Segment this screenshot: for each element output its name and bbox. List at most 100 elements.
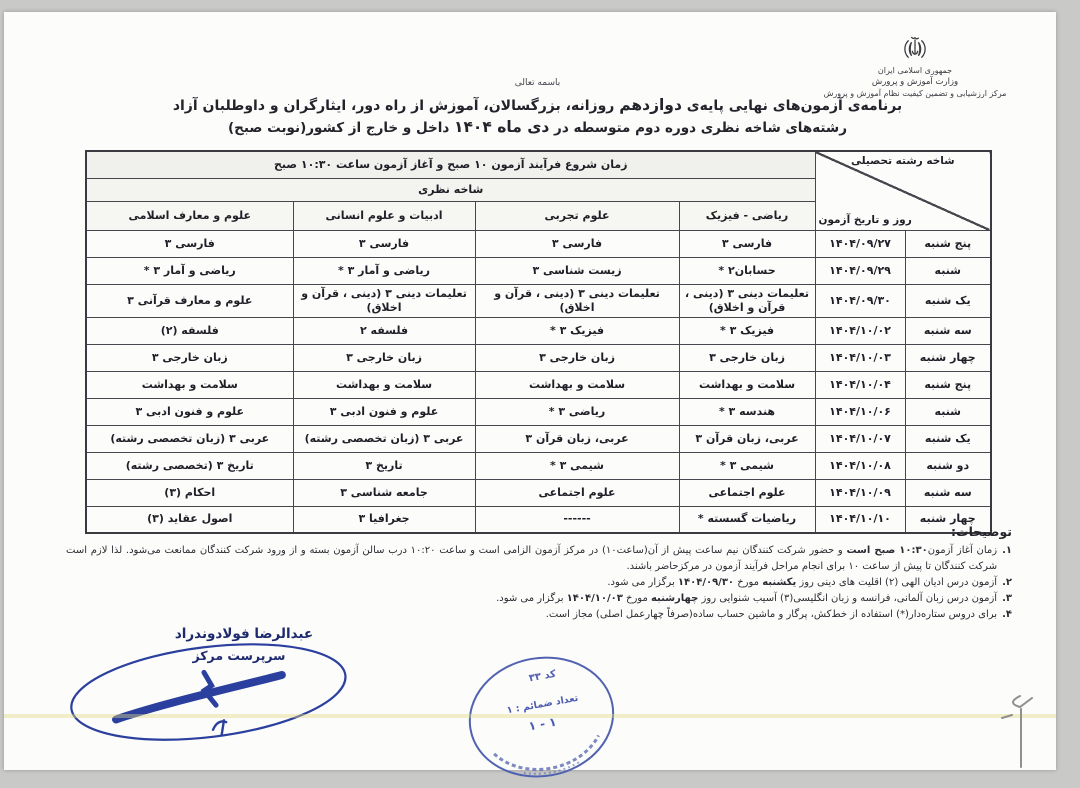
exam-subject-cell: عربی ۳ (زبان تخصصی رشته) xyxy=(292,424,476,453)
exam-subject-cell: فارسی ۳ xyxy=(292,230,476,258)
exam-subject-cell: هندسه ۳ * xyxy=(678,397,816,426)
exam-row: چهار شنبه ۱۴۰۴/۱۰/۰۳ زبان خارجی ۳ زبان خارج… xyxy=(85,343,992,372)
note-item: ۴. برای دروس ستاره‌دار(*) استفاده از خط‌ک… xyxy=(66,607,1012,623)
note-text: آزمون درس ادیان الهی (۲) اقلیت های دینی … xyxy=(607,577,998,588)
exam-subject-cell: فیزیک ۳ * xyxy=(678,316,816,345)
exam-subject-cell: ریاضی ۳ * xyxy=(474,397,680,426)
org-line-center: مرکز ارزشیابی و تضمین کیفیت نظام آموزش و… xyxy=(823,89,1007,98)
exam-date-cell: ۱۴۰۴/۰۹/۳۰ xyxy=(814,284,906,318)
exam-day-cell: شنبه xyxy=(904,397,992,426)
note-number: ۱. xyxy=(1002,545,1012,556)
exam-subject-cell: ریاضیات گسسته * xyxy=(678,505,816,534)
exam-day-cell: چهار شنبه xyxy=(904,343,992,372)
exam-subject-cell: علوم اجتماعی xyxy=(474,478,680,507)
note-number: ۴. xyxy=(1002,609,1012,620)
exam-subject-cell: سلامت و بهداشت xyxy=(678,370,816,399)
exam-day-cell: دو شنبه xyxy=(904,451,992,480)
corner-label-branch: شاخه رشته تحصیلی xyxy=(850,155,955,167)
exam-subject-cell: علوم و فنون ادبی ۳ xyxy=(85,397,294,426)
exam-subject-cell: زبان خارجی ۳ xyxy=(678,343,816,372)
exam-subject-cell: ریاضی و آمار ۳ * xyxy=(292,257,476,285)
exam-row: شنبه ۱۴۰۴/۰۹/۲۹ حسابان۲ * زیست شناسی ۳ ریاضی… xyxy=(85,257,992,285)
exam-row: چهار شنبه ۱۴۰۴/۱۰/۱۰ ریاضیات گسسته * ------… xyxy=(85,505,992,534)
exam-day-cell: یک شنبه xyxy=(904,424,992,453)
document-sheet: جمهوری اسلامی ایران وزارت آموزش و پرورش … xyxy=(4,12,1056,778)
note-text: آزمون درس زبان آلمانی، فرانسه و زبان انگ… xyxy=(496,593,998,604)
exam-date-cell: ۱۴۰۴/۱۰/۰۸ xyxy=(814,451,906,480)
exam-day-cell: پنج شنبه xyxy=(904,230,992,258)
exam-subject-cell: فارسی ۳ xyxy=(85,230,294,258)
exam-time-header: زمان شروع فرآیند آزمون ۱۰ صبح و آغاز آزم… xyxy=(85,150,816,179)
note-item: ۱. زمان آغاز آزمون۱۰:۳۰ صبح است و حضور شر… xyxy=(66,543,1012,575)
notes-section: توضیحات: ۱. زمان آغاز آزمون۱۰:۳۰ صبح است … xyxy=(66,524,1012,623)
column-header-islamic-studies: علوم و معارف اسلامی xyxy=(85,201,294,231)
signature-block: عبدالرضا فولادوندراد سرپرست مرکز xyxy=(59,612,359,752)
note-text: زمان آغاز آزمون۱۰:۳۰ صبح است و حضور شرکت… xyxy=(66,545,998,572)
exam-schedule-table: شاخه رشته تحصیلی روز و تاریخ آزمون زمان … xyxy=(85,150,993,534)
exam-subject-cell: فلسفه ۲ xyxy=(292,316,476,345)
org-line-country: جمهوری اسلامی ایران xyxy=(877,66,953,75)
exam-subject-cell: تعلیمات دینی ۳ (دینی ، قرآن و اخلاق) xyxy=(474,284,680,318)
exam-day-cell: شنبه xyxy=(904,257,992,285)
exam-subject-cell: عربی ۳ (زبان تخصصی رشته) xyxy=(85,424,294,453)
corner-label-day-date: روز و تاریخ آزمون xyxy=(818,213,912,226)
signature-scribble xyxy=(70,643,347,741)
exam-subject-cell: عربی، زبان قرآن ۳ xyxy=(678,424,816,453)
exam-subject-cell: زبان خارجی ۳ xyxy=(85,343,294,372)
note-item: ۳. آزمون درس زبان آلمانی، فرانسه و زبان ا… xyxy=(66,591,1012,607)
note-text: برای دروس ستاره‌دار(*) استفاده از خط‌کش،… xyxy=(545,609,998,620)
org-line-ministry: وزارت آموزش و پرورش xyxy=(871,77,959,87)
exam-subject-cell: علوم و فنون ادبی ۳ xyxy=(292,397,476,426)
notes-heading: توضیحات: xyxy=(951,524,1012,539)
exam-subject-cell: حسابان۲ * xyxy=(678,257,816,285)
table-header-row-1: شاخه رشته تحصیلی روز و تاریخ آزمون زمان … xyxy=(85,150,992,231)
column-header-experimental: علوم تجربی xyxy=(474,201,680,231)
column-header-math-physics: ریاضی - فیزیک xyxy=(678,201,816,231)
official-stamp: کد ۳۳ تعداد ضمائم : ۱ ۱ - ۱ xyxy=(455,653,630,788)
exam-subject-cell: زیست شناسی ۳ xyxy=(474,257,680,285)
exam-subject-cell: زبان خارجی ۳ xyxy=(474,343,680,372)
exam-day-cell: چهار شنبه xyxy=(904,505,992,534)
exam-subject-cell: اصول عقاید (۳) xyxy=(85,505,294,534)
ministry-header: جمهوری اسلامی ایران وزارت آموزش و پرورش … xyxy=(820,34,1010,98)
note-number: ۳. xyxy=(1002,593,1012,604)
exam-subject-cell: شیمی ۳ * xyxy=(678,451,816,480)
corner-header-cell: شاخه رشته تحصیلی روز و تاریخ آزمون xyxy=(814,150,992,231)
exam-subject-cell: تعلیمات دینی ۳ (دینی ، قرآن و اخلاق) xyxy=(292,284,476,318)
exam-subject-cell: ------ xyxy=(474,505,680,534)
exam-subject-cell: سلامت و بهداشت xyxy=(85,370,294,399)
exam-row: یک شنبه ۱۴۰۴/۱۰/۰۷ عربی، زبان قرآن ۳ عربی، … xyxy=(85,424,992,453)
exam-day-cell: سه شنبه xyxy=(904,478,992,507)
column-header-humanities: ادبیات و علوم انسانی xyxy=(292,201,476,231)
exam-subject-cell: فیزیک ۳ * xyxy=(474,316,680,345)
exam-subject-cell: تاریخ ۳ xyxy=(292,451,476,480)
exam-day-cell: یک شنبه xyxy=(904,284,992,318)
exam-day-cell: سه شنبه xyxy=(904,316,992,345)
exam-subject-cell: جغرافیا ۳ xyxy=(292,505,476,534)
notes-list: ۱. زمان آغاز آزمون۱۰:۳۰ صبح است و حضور شر… xyxy=(66,543,1012,623)
exam-date-cell: ۱۴۰۴/۰۹/۲۹ xyxy=(814,257,906,285)
exam-subject-cell: تعلیمات دینی ۳ (دینی ، قرآن و اخلاق) xyxy=(678,284,816,318)
exam-date-cell: ۱۴۰۴/۱۰/۰۴ xyxy=(814,370,906,399)
exam-row: سه شنبه ۱۴۰۴/۱۰/۰۹ علوم اجتماعی علوم اجتماع… xyxy=(85,478,992,507)
exam-date-cell: ۱۴۰۴/۱۰/۰۳ xyxy=(814,343,906,372)
table-header-row-2: شاخه نظری xyxy=(85,178,991,202)
exam-date-cell: ۱۴۰۴/۱۰/۰۶ xyxy=(814,397,906,426)
note-item: ۲. آزمون درس ادیان الهی (۲) اقلیت های دین… xyxy=(66,575,1012,591)
exam-subject-cell: علوم و معارف قرآنی ۳ xyxy=(85,284,294,318)
branch-header: شاخه نظری xyxy=(85,178,816,202)
iran-emblem-icon xyxy=(904,36,926,58)
bismillah: باسمه تعالی xyxy=(514,78,561,88)
exam-date-cell: ۱۴۰۴/۱۰/۰۲ xyxy=(814,316,906,345)
note-number: ۲. xyxy=(1002,577,1012,588)
exam-subject-cell: فارسی ۳ xyxy=(474,230,680,258)
document-title-line1: برنامه‌ی آزمون‌های نهایی پایه‌ی دوازدهم … xyxy=(172,96,903,114)
exam-subject-cell: سلامت و بهداشت xyxy=(474,370,680,399)
exam-row: سه شنبه ۱۴۰۴/۱۰/۰۲ فیزیک ۳ * فیزیک ۳ * فلسفه… xyxy=(85,316,992,345)
exam-subject-cell: عربی، زبان قرآن ۳ xyxy=(474,424,680,453)
exam-subject-cell: سلامت و بهداشت xyxy=(292,370,476,399)
exam-day-cell: پنج شنبه xyxy=(904,370,992,399)
